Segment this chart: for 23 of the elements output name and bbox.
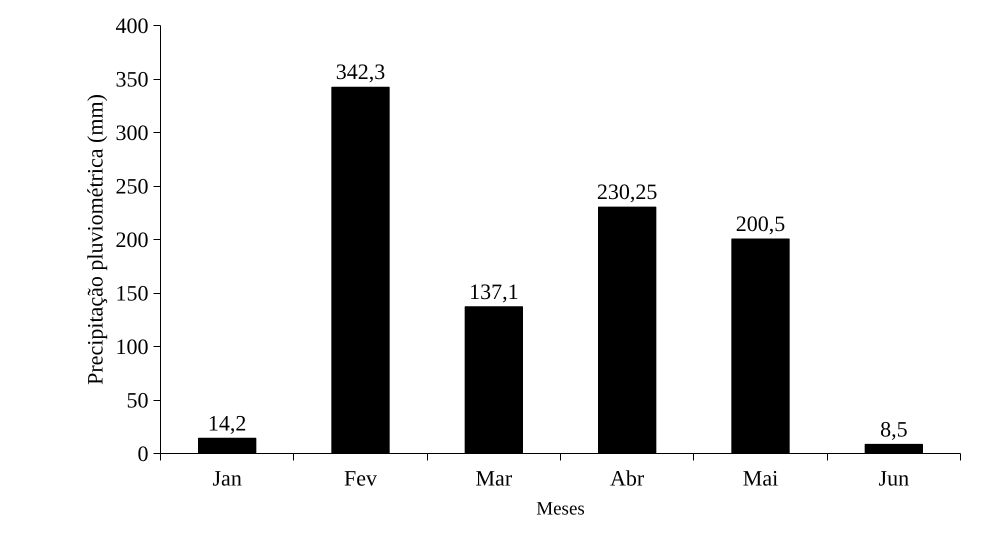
x-axis-title: Meses bbox=[536, 498, 585, 520]
data-label: 137,1 bbox=[469, 278, 519, 304]
data-label: 342,3 bbox=[336, 59, 386, 84]
data-label: 200,5 bbox=[736, 210, 786, 236]
data-label: 14,2 bbox=[208, 410, 246, 436]
y-tick-label: 350 bbox=[116, 66, 148, 92]
x-tick-label: Abr bbox=[610, 466, 645, 490]
y-tick-label: 250 bbox=[116, 174, 148, 198]
y-axis-title: Precipitação pluviométrica (mm) bbox=[82, 94, 108, 385]
y-tick-label: 150 bbox=[116, 280, 148, 306]
y-tick-label: 50 bbox=[126, 388, 148, 412]
data-label: 230,25 bbox=[596, 179, 658, 204]
x-tick-label: Mar bbox=[476, 466, 513, 490]
x-tick-label: Jun bbox=[878, 466, 910, 490]
x-tick-label: Mai bbox=[742, 466, 778, 490]
y-tick-label: 100 bbox=[116, 334, 148, 359]
data-label: 8,5 bbox=[880, 416, 908, 442]
y-tick-label: 300 bbox=[116, 120, 148, 145]
y-tick-label: 200 bbox=[116, 227, 148, 252]
x-tick-label: Jan bbox=[212, 466, 242, 490]
y-tick-label: 400 bbox=[116, 13, 148, 38]
x-tick-label: Fev bbox=[344, 466, 377, 490]
y-tick-label: 0 bbox=[138, 441, 148, 466]
